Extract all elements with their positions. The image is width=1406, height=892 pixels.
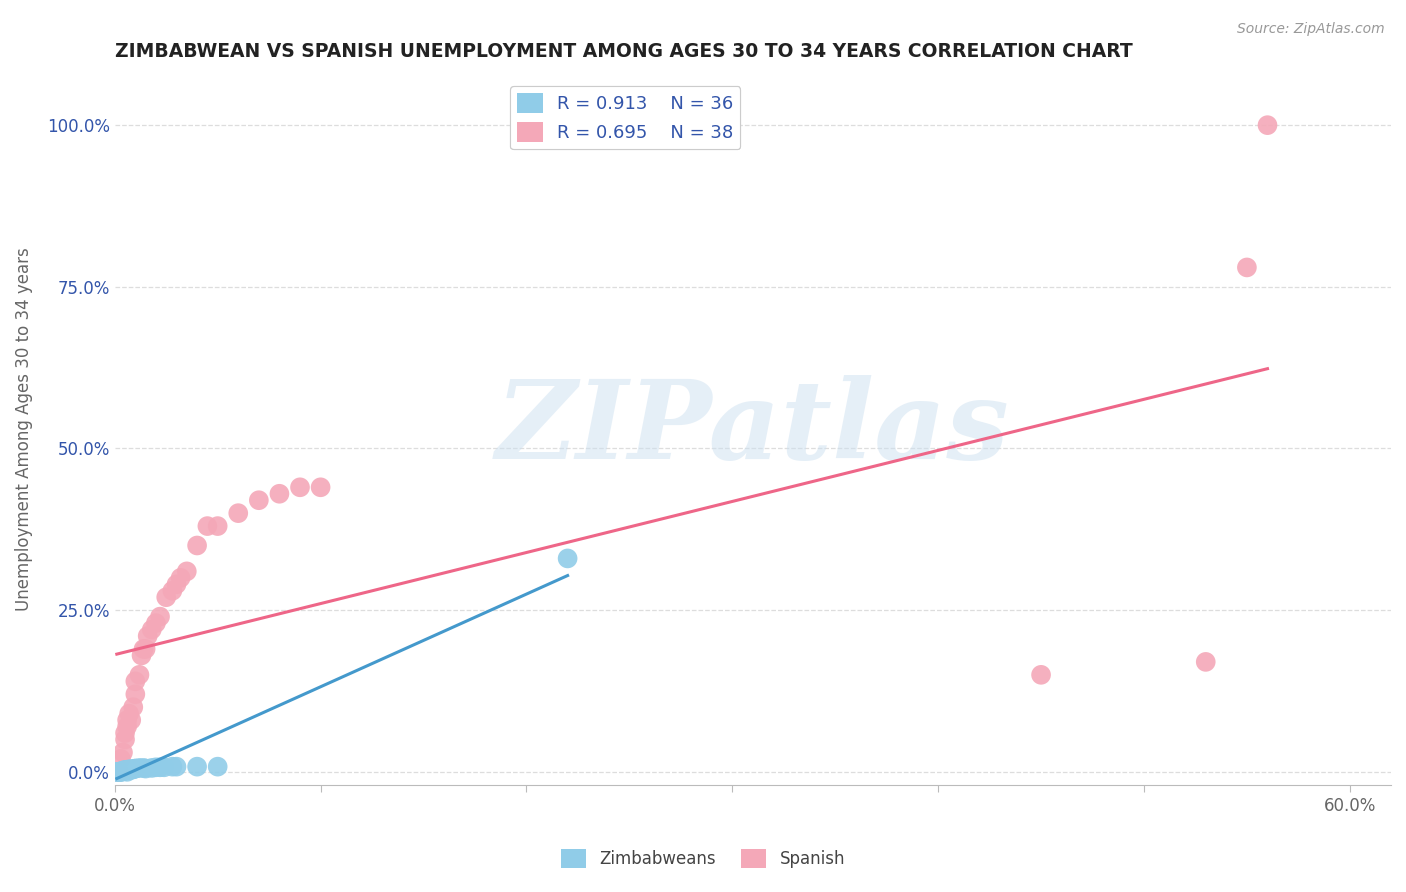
Text: ZIPatlas: ZIPatlas — [496, 376, 1010, 483]
Point — [114, 763, 136, 777]
Point — [118, 706, 141, 721]
Point — [166, 577, 188, 591]
Point — [111, 764, 134, 778]
Point — [111, 764, 134, 779]
Point — [145, 616, 167, 631]
Point — [105, 764, 128, 779]
Point — [128, 668, 150, 682]
Legend: Zimbabweans, Spanish: Zimbabweans, Spanish — [554, 843, 852, 875]
Point — [132, 761, 155, 775]
Point — [120, 763, 142, 777]
Point — [195, 519, 218, 533]
Point — [166, 759, 188, 773]
Point — [115, 713, 138, 727]
Point — [1029, 668, 1052, 682]
Point — [105, 764, 128, 779]
Point — [124, 762, 146, 776]
Point — [169, 571, 191, 585]
Point — [111, 764, 134, 779]
Text: Source: ZipAtlas.com: Source: ZipAtlas.com — [1237, 22, 1385, 37]
Point — [114, 764, 136, 778]
Point — [1256, 118, 1278, 132]
Point — [149, 760, 172, 774]
Point — [136, 629, 159, 643]
Point — [115, 720, 138, 734]
Point — [108, 764, 131, 779]
Point — [186, 539, 208, 553]
Point — [122, 762, 145, 776]
Point — [124, 674, 146, 689]
Legend: R = 0.913    N = 36, R = 0.695    N = 38: R = 0.913 N = 36, R = 0.695 N = 38 — [510, 86, 741, 149]
Point — [1236, 260, 1258, 275]
Point — [124, 687, 146, 701]
Point — [118, 763, 141, 777]
Point — [115, 764, 138, 779]
Point — [1195, 655, 1218, 669]
Point — [145, 760, 167, 774]
Point — [226, 506, 249, 520]
Point — [155, 591, 177, 605]
Point — [114, 764, 136, 778]
Point — [128, 761, 150, 775]
Point — [141, 761, 163, 775]
Point — [309, 480, 332, 494]
Point — [135, 762, 157, 776]
Point — [557, 551, 579, 566]
Point — [162, 759, 184, 773]
Point — [120, 713, 142, 727]
Point — [186, 759, 208, 773]
Point — [132, 642, 155, 657]
Point — [110, 764, 132, 779]
Point — [114, 732, 136, 747]
Point — [118, 762, 141, 776]
Point — [122, 700, 145, 714]
Point — [124, 762, 146, 776]
Text: ZIMBABWEAN VS SPANISH UNEMPLOYMENT AMONG AGES 30 TO 34 YEARS CORRELATION CHART: ZIMBABWEAN VS SPANISH UNEMPLOYMENT AMONG… — [115, 42, 1132, 61]
Point — [105, 764, 128, 779]
Point — [269, 487, 291, 501]
Point — [288, 480, 311, 494]
Point — [114, 726, 136, 740]
Point — [108, 764, 131, 779]
Point — [110, 752, 132, 766]
Point — [115, 763, 138, 777]
Point — [131, 648, 153, 663]
Point — [135, 642, 157, 657]
Point — [207, 759, 229, 773]
Point — [105, 764, 128, 779]
Y-axis label: Unemployment Among Ages 30 to 34 years: Unemployment Among Ages 30 to 34 years — [15, 247, 32, 611]
Point — [153, 760, 176, 774]
Point — [149, 609, 172, 624]
Point — [207, 519, 229, 533]
Point — [141, 623, 163, 637]
Point — [247, 493, 270, 508]
Point — [110, 764, 132, 779]
Point — [176, 565, 198, 579]
Point — [111, 746, 134, 760]
Point — [110, 764, 132, 779]
Point — [108, 764, 131, 779]
Point — [162, 583, 184, 598]
Point — [110, 764, 132, 779]
Point — [120, 762, 142, 776]
